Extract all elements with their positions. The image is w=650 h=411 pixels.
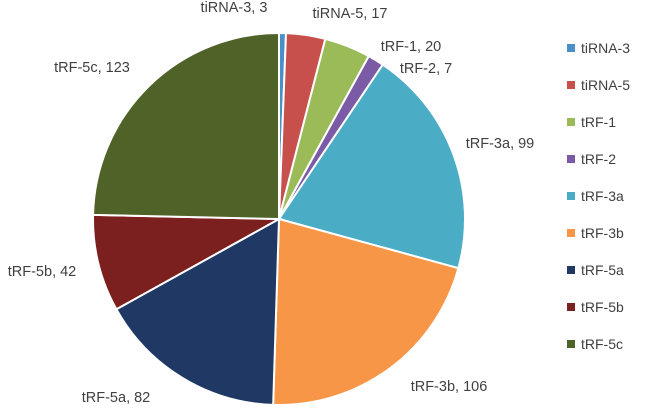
legend-label-trf-5c: tRF-5c	[581, 336, 623, 352]
data-label-trf-5c: tRF-5c, 123	[54, 60, 130, 76]
data-label-tirna-3: tiRNA-3, 3	[201, 0, 268, 16]
legend-label-trf-3a: tRF-3a	[581, 188, 624, 204]
legend-label-trf-1: tRF-1	[581, 114, 616, 130]
pie-slice-trf-3a	[277, 63, 466, 270]
legend: tiRNA-3 tiRNA-5 tRF-1 tRF-2 tRF-3a tRF-3b tRF-…	[567, 40, 630, 352]
legend-label-tirna-5: tiRNA-5	[581, 77, 630, 93]
legend-swatch-trf-5c	[567, 340, 575, 348]
data-label-trf-1: tRF-1, 20	[381, 39, 441, 55]
legend-swatch-trf-1	[567, 118, 575, 126]
pie-slice-trf-5c	[92, 31, 280, 221]
legend-label-trf-2: tRF-2	[581, 151, 616, 167]
data-label-trf-3a: tRF-3a, 99	[466, 136, 535, 152]
data-label-trf-3b: tRF-3b, 106	[411, 379, 488, 395]
data-labels: tiRNA-3, 3 tiRNA-5, 17 tRF-1, 20 tRF-2, 7 tR…	[8, 0, 535, 406]
legend-label-tirna-3: tiRNA-3	[581, 40, 630, 56]
legend-label-trf-3b: tRF-3b	[581, 225, 624, 241]
legend-swatch-tirna-5	[567, 81, 575, 89]
data-label-tirna-5: tiRNA-5, 17	[313, 6, 388, 22]
legend-swatch-trf-2	[567, 155, 575, 163]
pie-slice-trf-5a	[115, 217, 281, 406]
pie-slice-trf-3b	[272, 217, 460, 406]
data-label-trf-5b: tRF-5b, 42	[8, 264, 77, 280]
legend-swatch-trf-3b	[567, 229, 575, 237]
legend-swatch-trf-5a	[567, 266, 575, 274]
legend-label-trf-5b: tRF-5b	[581, 299, 624, 315]
pie-slices	[92, 31, 466, 406]
data-label-trf-2: tRF-2, 7	[400, 61, 452, 77]
legend-swatch-trf-5b	[567, 303, 575, 311]
legend-swatch-tirna-3	[567, 44, 575, 52]
data-label-trf-5a: tRF-5a, 82	[82, 390, 151, 406]
legend-swatch-trf-3a	[567, 192, 575, 200]
legend-label-trf-5a: tRF-5a	[581, 262, 624, 278]
pie-slice-trf-5b	[92, 213, 283, 311]
